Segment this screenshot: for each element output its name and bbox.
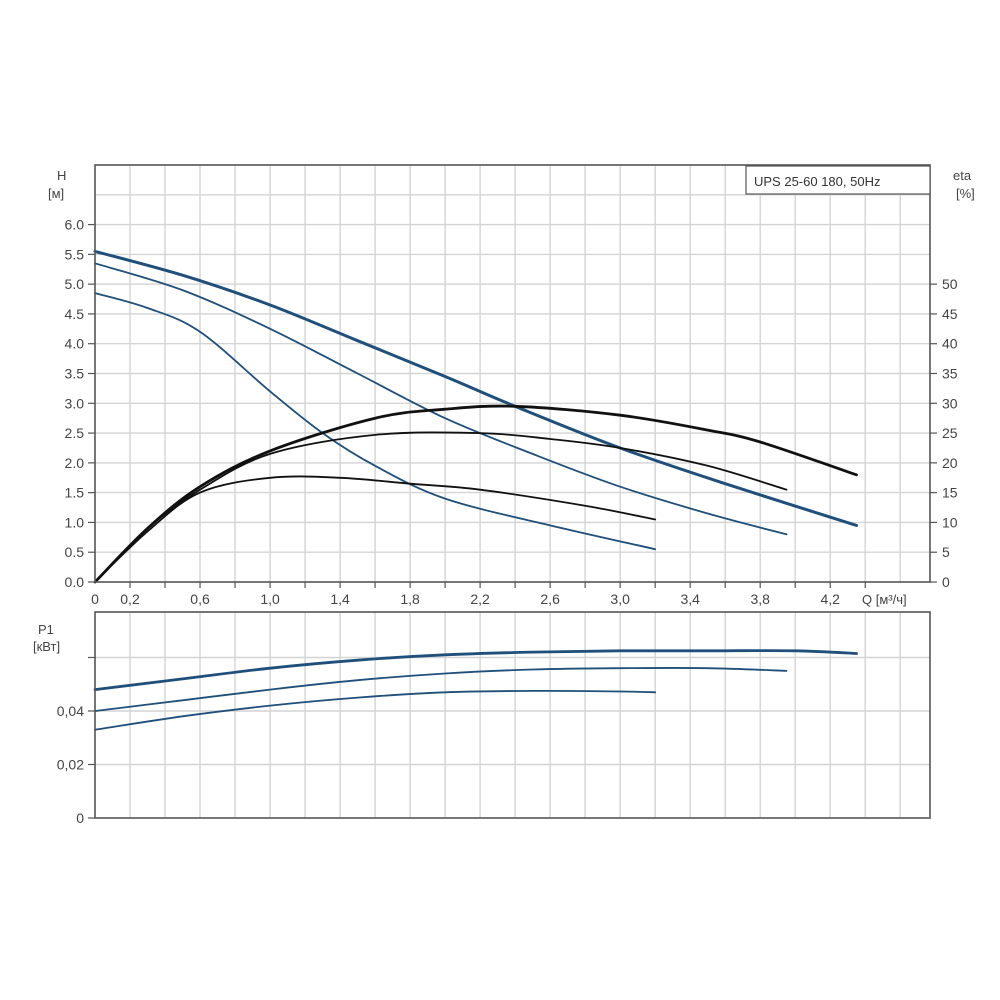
h-tick-label: 3.5 xyxy=(65,366,85,382)
power-curve-1 xyxy=(94,689,657,731)
q-tick-label: 0,6 xyxy=(190,591,210,607)
h-axis-label: H xyxy=(57,168,66,183)
q-tick-label: 4,2 xyxy=(820,591,840,607)
h-axis-unit: [м] xyxy=(48,186,64,201)
eta-tick-label: 35 xyxy=(942,366,958,382)
q-tick-label: 2,6 xyxy=(540,591,560,607)
h-tick-label: 4.0 xyxy=(65,336,85,352)
head-curve-2 xyxy=(94,262,788,536)
power-curve-2 xyxy=(94,667,788,712)
head-efficiency-curves xyxy=(93,249,858,584)
eta-tick-label: 20 xyxy=(942,455,958,471)
h-tick-label: 4.5 xyxy=(65,306,85,322)
h-tick-label: 2.5 xyxy=(65,425,85,441)
efficiency-curve-3 xyxy=(93,404,858,584)
model-title: UPS 25-60 180, 50Hz xyxy=(754,174,880,189)
p1-tick-label: 0,02 xyxy=(57,756,84,772)
p1-tick-label: 0,04 xyxy=(57,703,84,719)
p1-axis-ticks: 0 0,02 0,04 xyxy=(57,656,95,826)
q-tick-label: 0,2 xyxy=(120,591,140,607)
eta-tick-label: 45 xyxy=(942,306,958,322)
h-tick-label: 0.0 xyxy=(65,574,85,590)
h-tick-label: 5.0 xyxy=(65,276,85,292)
lower-grid xyxy=(95,612,930,818)
lower-plot-frame xyxy=(94,611,931,819)
p1-tick-label: 0 xyxy=(76,810,84,826)
eta-axis-ticks: 0 5 10 15 20 25 30 35 40 45 50 xyxy=(930,276,958,590)
head-efficiency-plot: 0.00.51.01.52.02.53.03.54.04.55.05.56.0 … xyxy=(48,164,975,607)
model-title-box: UPS 25-60 180, 50Hz xyxy=(745,165,931,195)
h-tick-label: 5.5 xyxy=(65,246,85,262)
efficiency-curve-1 xyxy=(94,475,657,583)
q-axis-ticks: 0 0,2 0,6 1,0 1,4 1,8 2,2 2,6 3,0 3,4 3,8 4,2 xyxy=(91,582,866,607)
q-tick-label: 1,8 xyxy=(400,591,420,607)
eta-tick-label: 0 xyxy=(942,574,950,590)
q-tick-label: 2,2 xyxy=(470,591,490,607)
h-tick-label: 3.0 xyxy=(65,395,85,411)
q-axis-label: Q [м³/ч] xyxy=(862,592,907,607)
eta-tick-label: 25 xyxy=(942,425,958,441)
h-tick-label: 1.0 xyxy=(65,514,85,530)
eta-axis-label: eta xyxy=(953,168,972,183)
upper-grid xyxy=(95,165,930,582)
q-tick-label: 0 xyxy=(91,591,99,607)
h-axis-ticks: 0.0 0.5 1.0 1.5 2.0 2.5 3.0 3.5 4.0 4.5 5.0 5.5 6.0 xyxy=(65,217,95,590)
power-curve-3 xyxy=(93,649,858,691)
p1-axis-unit: [кВт] xyxy=(33,639,60,654)
q-tick-label: 1,4 xyxy=(330,591,350,607)
power-curves xyxy=(93,649,858,731)
head-curve-1 xyxy=(94,292,657,551)
p1-axis-label: P1 xyxy=(38,622,54,637)
q-tick-label: 1,0 xyxy=(260,591,280,607)
eta-tick-label: 10 xyxy=(942,514,958,530)
eta-tick-label: 50 xyxy=(942,276,958,292)
eta-tick-label: 40 xyxy=(942,336,958,352)
eta-tick-label: 5 xyxy=(942,544,950,560)
q-tick-label: 3,8 xyxy=(750,591,770,607)
eta-axis-unit: [%] xyxy=(956,186,975,201)
q-tick-label: 3,0 xyxy=(610,591,630,607)
eta-tick-label: 30 xyxy=(942,395,958,411)
head-curve-3 xyxy=(93,249,858,527)
q-tick-label: 3,4 xyxy=(680,591,700,607)
power-plot: 0 0,02 0,04 P1 [кВт] xyxy=(33,611,931,826)
eta-tick-label: 15 xyxy=(942,485,958,501)
h-tick-label: 0.5 xyxy=(65,544,85,560)
efficiency-curve-2 xyxy=(94,431,788,583)
h-tick-label: 6.0 xyxy=(65,217,85,233)
h-tick-label: 2.0 xyxy=(65,455,85,471)
h-tick-label: 1.5 xyxy=(65,485,85,501)
